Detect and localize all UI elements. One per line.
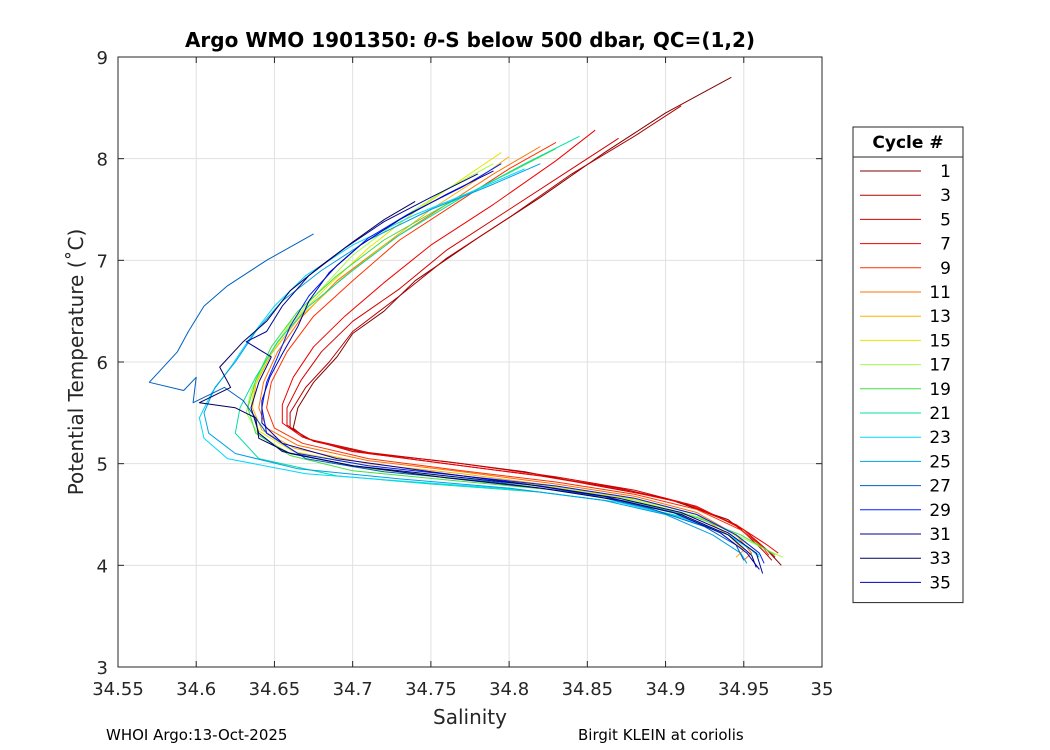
legend-label-cycle-29: 29: [929, 501, 951, 521]
legend-label-cycle-9: 9: [940, 259, 951, 279]
x-tick-label: 34.8: [489, 679, 529, 700]
y-axis-label: Potential Temperature (˚C): [64, 229, 88, 496]
cycle-15-curve: [250, 152, 760, 554]
chart-title: Argo WMO 1901350: θ-S below 500 dbar, QC…: [185, 28, 755, 52]
legend-title: Cycle #: [872, 133, 943, 153]
footer-operator: Birgit KLEIN at coriolis: [578, 726, 744, 744]
cycle-17-curve: [245, 163, 784, 558]
y-tick-label: 7: [97, 251, 108, 272]
legend-label-cycle-17: 17: [929, 356, 951, 376]
title-prefix: Argo WMO 1901350:: [185, 28, 424, 52]
cycle-21-curve: [234, 135, 760, 558]
x-tick-label: 34.95: [718, 679, 770, 700]
y-tick-label: 4: [97, 556, 108, 577]
cycle-11-curve: [258, 146, 753, 561]
legend-label-cycle-7: 7: [940, 235, 951, 255]
legend-label-cycle-3: 3: [940, 186, 951, 206]
cycle-19-curve: [247, 148, 776, 556]
cycle-3-curve: [289, 105, 773, 561]
x-tick-label: 34.6: [176, 679, 216, 700]
legend-label-cycle-21: 21: [929, 404, 951, 424]
legend-label-cycle-1: 1: [940, 162, 951, 182]
x-tick-label: 34.65: [249, 679, 301, 700]
legend-label-cycle-25: 25: [929, 452, 951, 472]
legend-label-cycle-35: 35: [929, 573, 951, 593]
legend-label-cycle-13: 13: [929, 307, 951, 327]
legend-label-cycle-31: 31: [929, 525, 951, 545]
cycle-27-curve: [148, 233, 745, 561]
y-tick-label: 5: [97, 455, 108, 476]
x-tick-label: 34.7: [333, 679, 373, 700]
cycle-9-curve: [266, 141, 770, 556]
legend-label-cycle-15: 15: [929, 331, 951, 351]
x-tick-label: 34.85: [562, 679, 614, 700]
legend-label-cycle-23: 23: [929, 428, 951, 448]
x-axis-label: Salinity: [433, 705, 507, 729]
cycle-35-curve: [261, 170, 760, 570]
cycle-29-curve: [261, 163, 765, 564]
cycle-7-curve: [281, 129, 779, 554]
legend-label-cycle-11: 11: [929, 283, 951, 303]
legend-label-cycle-19: 19: [929, 380, 951, 400]
cycle-5-curve: [286, 137, 776, 558]
title-theta: θ: [424, 28, 438, 52]
y-tick-label: 8: [97, 150, 108, 171]
legend-label-cycle-33: 33: [929, 549, 951, 569]
title-suffix: -S below 500 dbar, QC=(1,2): [437, 28, 755, 52]
y-axis-ticks: 3 4 5 6 7 8 9: [97, 48, 822, 679]
x-tick-label: 35: [811, 679, 834, 700]
legend-label-cycle-27: 27: [929, 477, 951, 497]
grid-lines: [117, 56, 823, 668]
y-tick-label: 9: [97, 48, 108, 69]
x-tick-label: 34.9: [646, 679, 686, 700]
x-tick-label: 34.55: [92, 679, 144, 700]
x-axis-ticks: 34.55 34.6 34.65 34.7 34.75 34.8 34.85 34.9 34.9…: [92, 57, 833, 700]
y-tick-label: 3: [97, 658, 108, 679]
x-tick-label: 34.75: [405, 679, 457, 700]
y-tick-label: 6: [97, 353, 108, 374]
footer-source-date: WHOI Argo:13-Oct-2025: [106, 726, 288, 744]
legend-label-cycle-5: 5: [940, 210, 951, 230]
data-curves: [148, 76, 784, 574]
